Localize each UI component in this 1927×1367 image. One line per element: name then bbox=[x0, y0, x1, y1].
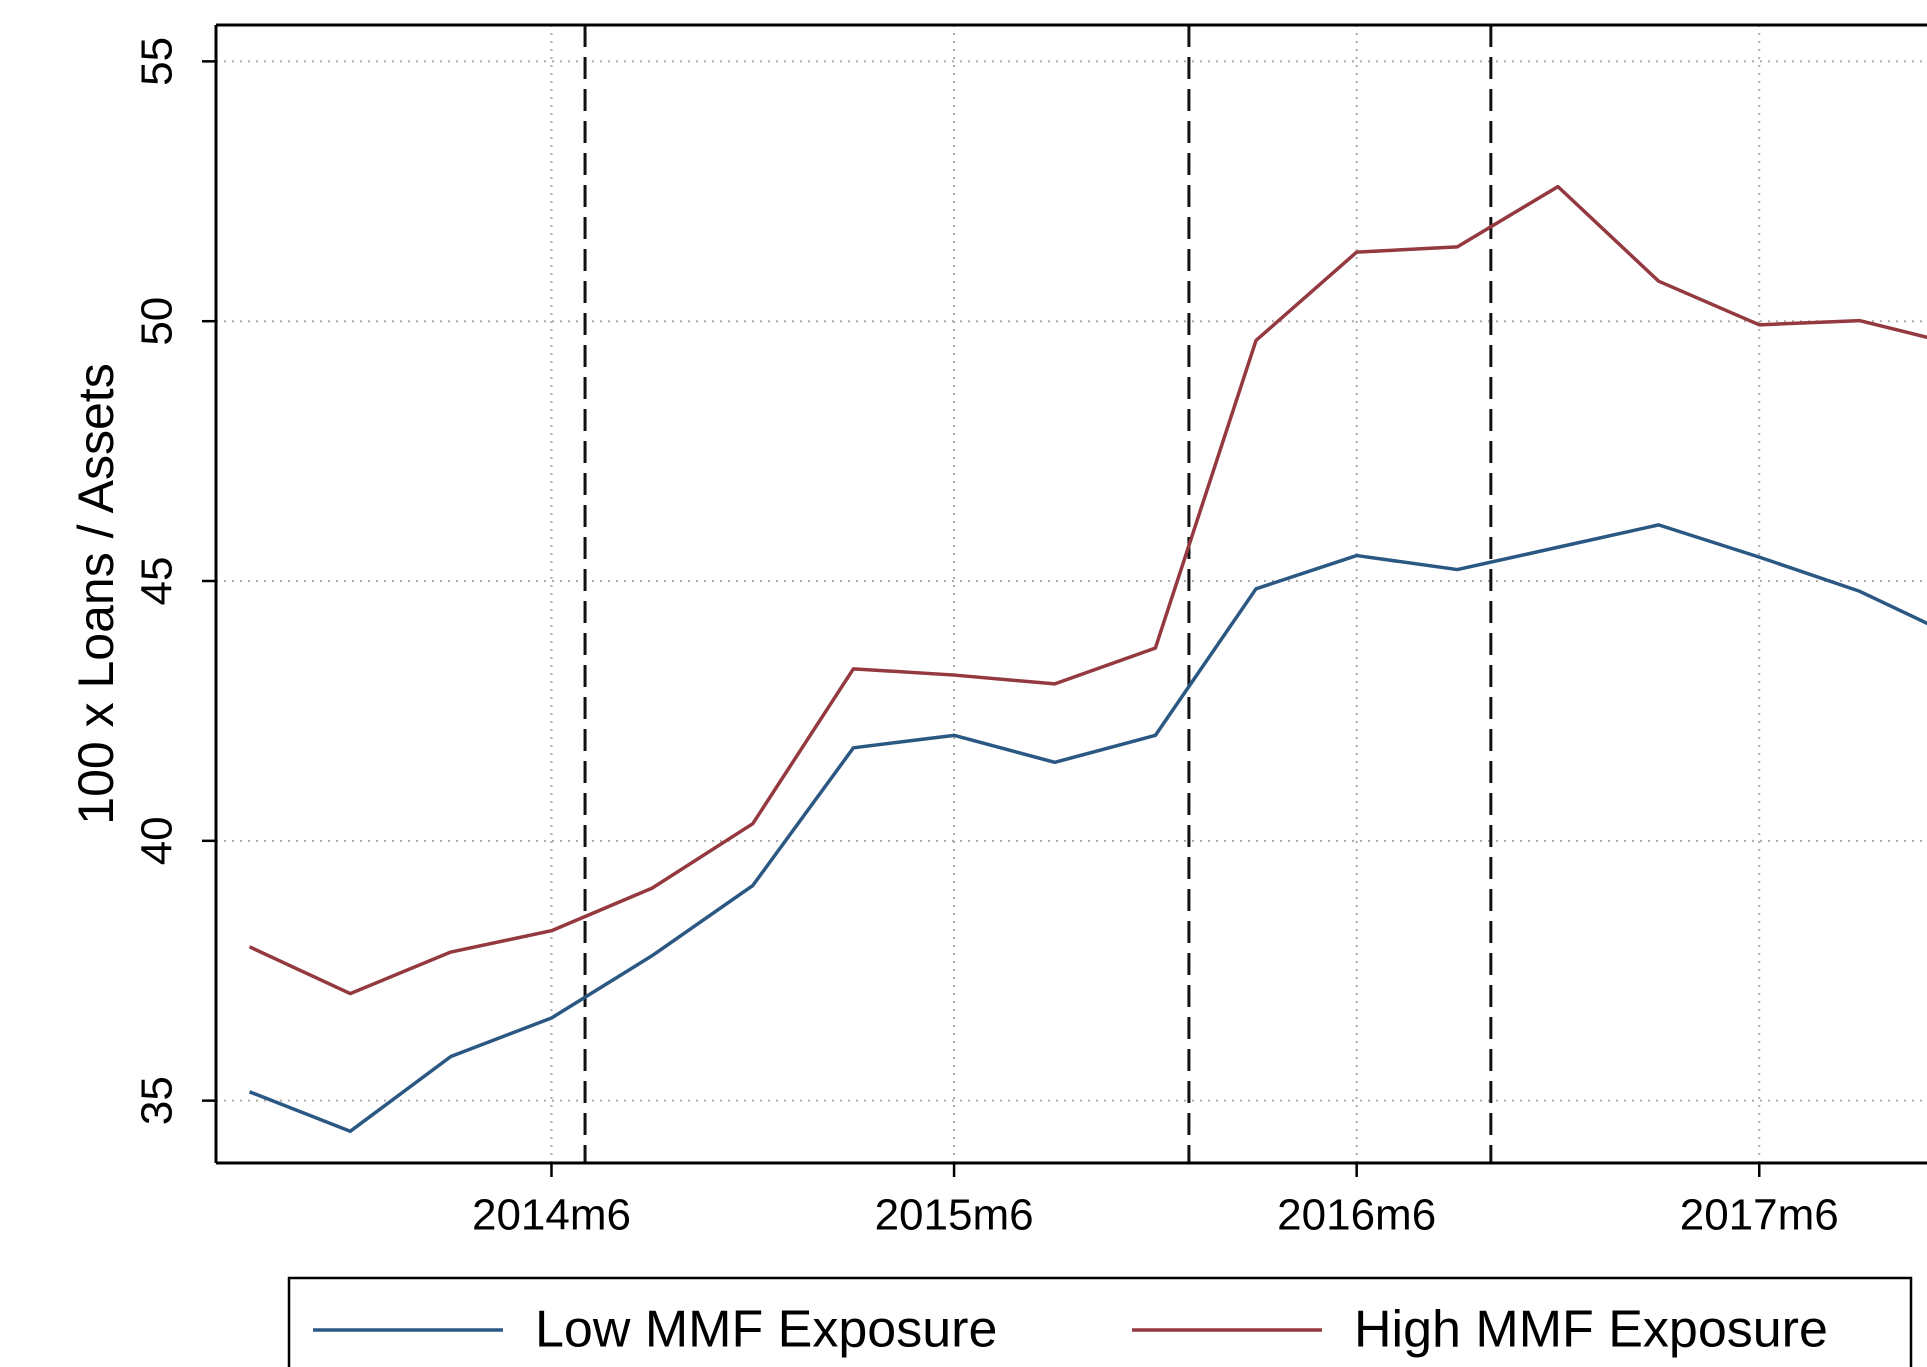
x-tick-label: 2017m6 bbox=[1680, 1191, 1839, 1240]
legend: Low MMF Exposure High MMF Exposure bbox=[313, 1301, 1828, 1359]
x-tick-label: 2016m6 bbox=[1277, 1191, 1436, 1240]
y-axis-label: 100 x Loans / Assets bbox=[68, 363, 124, 824]
x-tick-label: 2015m6 bbox=[875, 1191, 1034, 1240]
legend-box bbox=[287, 1276, 1913, 1367]
y-tick-label: 40 bbox=[133, 816, 182, 865]
line-series bbox=[248, 184, 1927, 996]
legend-label: Low MMF Exposure bbox=[535, 1301, 997, 1359]
legend-label: High MMF Exposure bbox=[1354, 1301, 1828, 1359]
y-tick-label: 45 bbox=[133, 557, 182, 606]
x-tick-label: 2014m6 bbox=[472, 1191, 631, 1240]
y-tick-label: 55 bbox=[133, 37, 182, 86]
y-tick-label: 35 bbox=[133, 1076, 182, 1125]
y-tick-label: 50 bbox=[133, 297, 182, 346]
plot-area bbox=[216, 25, 1927, 1163]
line-series bbox=[248, 523, 1927, 1134]
axes: 35 40 45 50 55 2014m6 2015m6 2016m6 2017m6 bbox=[133, 23, 1927, 1240]
